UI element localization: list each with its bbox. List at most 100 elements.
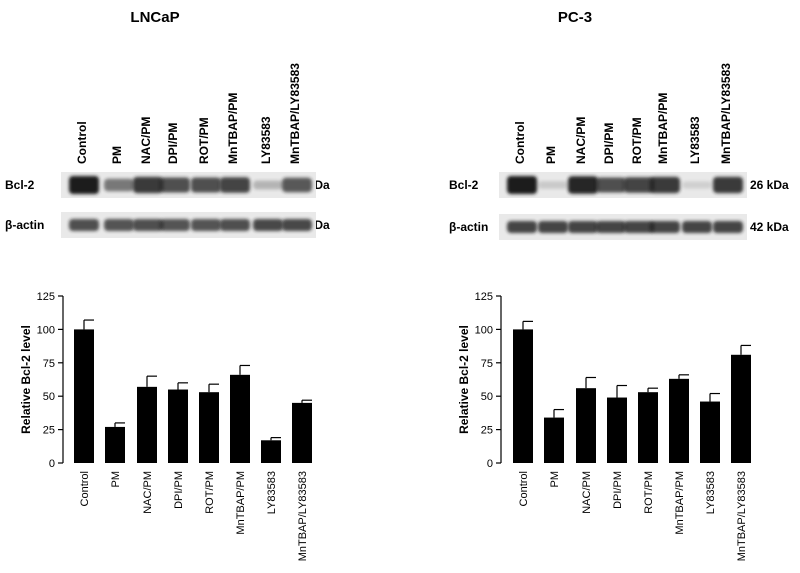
x-tick-label: MnTBAP/PM	[235, 471, 247, 535]
blot-band	[568, 176, 598, 194]
blot-row-label: Bcl-2	[5, 178, 35, 192]
blot-band	[507, 176, 537, 194]
x-tick-label: NAC/PM	[581, 471, 593, 514]
blot-band	[104, 219, 134, 231]
y-tick-label: 125	[475, 291, 493, 303]
blot-band	[282, 177, 312, 193]
x-tick-label: LY83583	[266, 471, 278, 514]
bar	[700, 401, 720, 463]
blot-size-label: 42 kDa	[750, 220, 789, 234]
blot-band	[69, 219, 99, 231]
x-tick-label: Control	[518, 471, 530, 506]
x-tick-label: ROT/PM	[204, 471, 216, 514]
blot-band	[160, 177, 190, 193]
x-tick-label: LY83583	[705, 471, 717, 514]
bar	[261, 440, 281, 463]
blot-lane-label: NAC/PM	[574, 117, 588, 164]
blot-band	[624, 221, 654, 233]
blot-band	[253, 219, 283, 231]
blot-band	[596, 177, 626, 193]
bar	[168, 389, 188, 463]
blot-row-label: Bcl-2	[449, 178, 479, 192]
blot-band	[682, 181, 712, 189]
blot-lane-label: Control	[75, 121, 89, 164]
y-tick-label: 100	[475, 324, 493, 336]
blot-band	[538, 181, 568, 189]
blot-lane-label: NAC/PM	[139, 117, 153, 164]
y-tick-label: 25	[43, 425, 55, 437]
blot-lane-label: MnTBAP/PM	[226, 93, 240, 164]
blot-size-label: 26 kDa	[750, 178, 789, 192]
blot-band	[160, 219, 190, 231]
x-tick-label: PM	[110, 471, 122, 488]
x-tick-label: MnTBAP/PM	[674, 471, 686, 535]
blot-band	[253, 180, 283, 190]
blot-lane-label: ROT/PM	[630, 117, 644, 164]
blot-band	[507, 221, 537, 233]
blot-band	[624, 177, 654, 193]
bar	[576, 388, 596, 463]
blot-lane-label: PM	[544, 146, 558, 164]
blot-band	[282, 219, 312, 231]
y-tick-label: 25	[481, 425, 493, 437]
y-tick-label: 0	[49, 458, 55, 470]
y-tick-label: 75	[43, 358, 55, 370]
y-tick-label: 50	[43, 391, 55, 403]
bar	[137, 386, 157, 463]
bar	[199, 392, 219, 463]
x-tick-label: DPI/PM	[173, 471, 185, 509]
bar	[230, 374, 250, 463]
bar	[292, 402, 312, 463]
blot-band	[220, 219, 250, 231]
x-tick-label: DPI/PM	[612, 471, 624, 509]
blot-band	[650, 221, 680, 233]
blot-lane-label: MnTBAP/LY83583	[288, 63, 302, 164]
x-tick-label: ROT/PM	[643, 471, 655, 514]
y-tick-label: 100	[37, 324, 55, 336]
bar	[607, 397, 627, 463]
bar	[638, 392, 658, 463]
blot-band	[713, 176, 743, 194]
blot-lane-label: PM	[110, 146, 124, 164]
bar	[544, 417, 564, 463]
x-tick-label: MnTBAP/LY83583	[736, 471, 748, 561]
x-tick-label: Control	[79, 471, 91, 506]
x-tick-label: MnTBAP/LY83583	[297, 471, 309, 561]
blot-band	[713, 221, 743, 233]
blot-band	[596, 221, 626, 233]
bar	[669, 378, 689, 463]
blot-band	[104, 178, 134, 192]
blot-band	[220, 177, 250, 193]
panel-pc3: PC-3 Control PM NAC/PM DPI/PM ROT/PM MnTBAP/PM…	[449, 9, 789, 561]
y-tick-label: 75	[481, 358, 493, 370]
blot-row-label: β-actin	[5, 218, 44, 232]
panel-title: PC-3	[558, 9, 592, 26]
bar	[513, 329, 533, 463]
blot-band	[191, 219, 221, 231]
bar	[74, 329, 94, 463]
blot-band	[191, 177, 221, 193]
blot-band	[69, 176, 99, 194]
blot-band	[133, 219, 163, 231]
y-tick-label: 125	[37, 291, 55, 303]
y-axis-label: Relative Bcl-2 level	[457, 325, 471, 434]
blot-lane-label: MnTBAP/LY83583	[719, 63, 733, 164]
panel-lncap: LNCaP Control PM NAC/PM DPI/PM ROT/PM MnTBAP/P…	[5, 9, 330, 561]
bar	[731, 354, 751, 463]
blot-lane-label: MnTBAP/PM	[656, 93, 670, 164]
x-tick-label: PM	[549, 471, 561, 488]
blot-lane-label: LY83583	[259, 116, 273, 164]
blot-band	[568, 221, 598, 233]
y-tick-label: 50	[481, 391, 493, 403]
blot-band	[650, 176, 680, 194]
blot-lane-label: DPI/PM	[602, 123, 616, 164]
y-tick-label: 0	[487, 458, 493, 470]
blot-lane-label: LY83583	[688, 116, 702, 164]
blot-band	[538, 221, 568, 233]
blot-lane-label: ROT/PM	[197, 117, 211, 164]
bar	[105, 426, 125, 463]
blot-band	[682, 221, 712, 233]
x-tick-label: NAC/PM	[142, 471, 154, 514]
blot-lane-label: Control	[513, 121, 527, 164]
